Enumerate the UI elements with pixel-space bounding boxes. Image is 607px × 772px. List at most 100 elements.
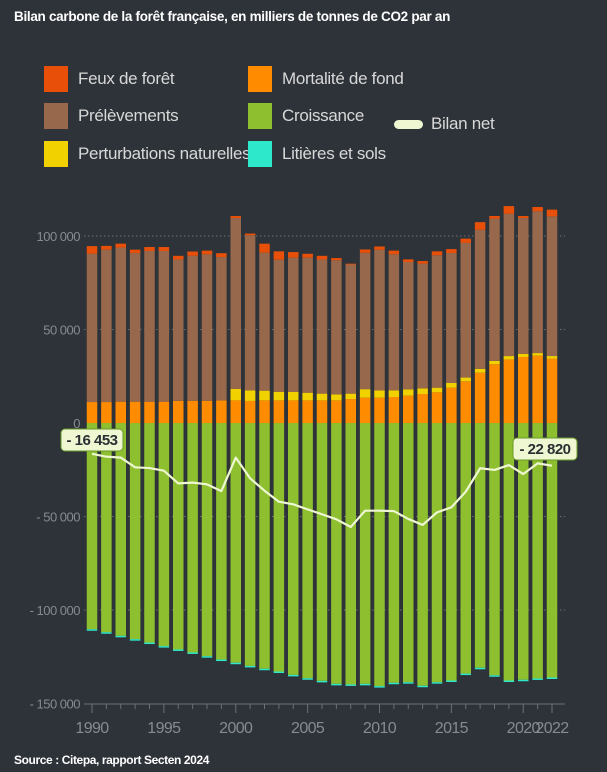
bar-croissance-1994 <box>144 423 155 643</box>
bar-mortalite-2016 <box>460 381 471 423</box>
bar-feux-2014 <box>431 251 443 256</box>
bar-litieres-2005 <box>302 678 313 680</box>
bar-croissance-1997 <box>187 423 198 653</box>
bar-litieres-2001 <box>244 665 256 668</box>
bar-litieres-2017 <box>474 667 486 670</box>
bar-mortalite-1991 <box>101 402 112 423</box>
bar-litieres-2012 <box>403 682 414 684</box>
bar-prelevements-1990 <box>86 253 98 403</box>
bar-prelevements-2004 <box>288 257 299 392</box>
bar-perturbations-2017 <box>474 368 486 373</box>
legend-swatch-mortalite <box>248 66 272 92</box>
bar-litieres-1991 <box>101 632 112 634</box>
source-note: Source : Citepa, rapport Secten 2024 <box>14 753 210 767</box>
bar-litieres-1992 <box>115 635 126 638</box>
x-tick-label: 2010 <box>363 720 397 737</box>
bar-prelevements-2000 <box>230 218 241 389</box>
bar-croissance-2003 <box>273 423 285 672</box>
legend-label: Mortalité de fond <box>282 69 404 88</box>
bar-croissance-2017 <box>474 423 486 668</box>
bar-mortalite-1995 <box>158 401 170 423</box>
legend-perturbations: Perturbations naturelles <box>44 141 251 167</box>
bar-litieres-2010 <box>374 686 385 688</box>
legend-swatch-perturbations <box>44 141 68 167</box>
legend-mortalite: Mortalité de fond <box>248 66 404 92</box>
legend-bilan: Bilan net <box>394 114 495 134</box>
bar-prelevements-1993 <box>129 253 141 402</box>
bar-feux-2018 <box>489 215 500 219</box>
bar-mortalite-2014 <box>431 392 443 423</box>
bar-croissance-2005 <box>302 423 313 679</box>
bar-feux-2003 <box>273 251 285 260</box>
bar-mortalite-2022 <box>546 358 558 423</box>
bar-croissance-2002 <box>259 423 270 669</box>
bar-mortalite-2001 <box>244 400 256 423</box>
bar-mortalite-1997 <box>187 400 198 423</box>
bar-feux-2017 <box>474 222 486 230</box>
bar-croissance-2004 <box>288 423 299 675</box>
bar-mortalite-1992 <box>115 401 126 423</box>
bar-litieres-2002 <box>259 668 270 671</box>
bar-prelevements-2014 <box>431 255 443 388</box>
bar-feux-1996 <box>173 255 184 260</box>
bar-feux-2019 <box>503 206 515 214</box>
bar-prelevements-2002 <box>259 252 270 391</box>
bar-perturbations-2005 <box>302 392 313 401</box>
bar-mortalite-2018 <box>489 364 500 423</box>
bar-perturbations-2003 <box>273 391 285 401</box>
bar-croissance-2014 <box>431 423 443 683</box>
bar-feux-2020 <box>518 215 529 219</box>
bar-litieres-2014 <box>431 682 443 684</box>
legend-prelevements: Prélèvements <box>44 103 179 129</box>
bar-feux-2021 <box>532 207 543 212</box>
bar-prelevements-1996 <box>173 259 184 401</box>
bar-feux-2010 <box>374 246 385 250</box>
bar-feux-1994 <box>144 247 155 251</box>
bar-litieres-2022 <box>546 677 558 680</box>
bar-croissance-1996 <box>173 423 184 650</box>
bar-perturbations-2001 <box>244 390 256 401</box>
bar-litieres-2018 <box>489 675 500 677</box>
bar-litieres-2006 <box>316 680 328 683</box>
bar-croissance-2019 <box>503 423 515 681</box>
bar-prelevements-2007 <box>331 260 342 395</box>
bar-mortalite-2010 <box>374 397 385 423</box>
bar-prelevements-2008 <box>345 264 356 394</box>
bar-feux-2022 <box>546 209 558 217</box>
bar-prelevements-1991 <box>101 249 112 403</box>
bar-litieres-2008 <box>345 684 356 686</box>
bar-croissance-2020 <box>518 423 529 680</box>
bar-feux-2000 <box>230 215 241 219</box>
y-tick-label: 100 000 <box>37 229 81 244</box>
bar-croissance-2001 <box>244 423 256 666</box>
y-tick-label: 50 000 <box>43 323 80 338</box>
legend-swatch-feux <box>44 66 68 92</box>
bar-mortalite-2020 <box>518 356 529 423</box>
bar-litieres-2000 <box>230 662 241 665</box>
bar-feux-2006 <box>316 255 328 260</box>
y-tick-label: - 150 000 <box>30 697 81 712</box>
bar-prelevements-2019 <box>503 213 515 357</box>
bar-perturbations-2012 <box>403 389 414 396</box>
bar-prelevements-2006 <box>316 259 328 394</box>
bar-feux-1993 <box>129 249 141 254</box>
net-label-first-box <box>60 428 124 452</box>
bar-mortalite-1994 <box>144 401 155 423</box>
bar-litieres-2020 <box>518 679 529 682</box>
bar-feux-1999 <box>216 253 227 258</box>
bar-croissance-1993 <box>129 423 141 640</box>
bar-feux-2002 <box>259 243 270 253</box>
bar-mortalite-2013 <box>417 394 428 423</box>
net-label-last-box <box>512 437 578 461</box>
bar-prelevements-2018 <box>489 218 500 361</box>
x-tick-label: 1995 <box>147 720 181 737</box>
bar-litieres-1998 <box>201 656 213 658</box>
bar-croissance-2007 <box>331 423 342 684</box>
bar-mortalite-2005 <box>302 400 313 423</box>
bar-feux-2004 <box>288 252 299 258</box>
x-tick-label: 1990 <box>75 720 109 737</box>
bar-croissance-2022 <box>546 423 558 678</box>
bar-mortalite-2006 <box>316 400 328 423</box>
bar-litieres-1999 <box>216 659 227 662</box>
bar-perturbations-2002 <box>259 390 270 401</box>
